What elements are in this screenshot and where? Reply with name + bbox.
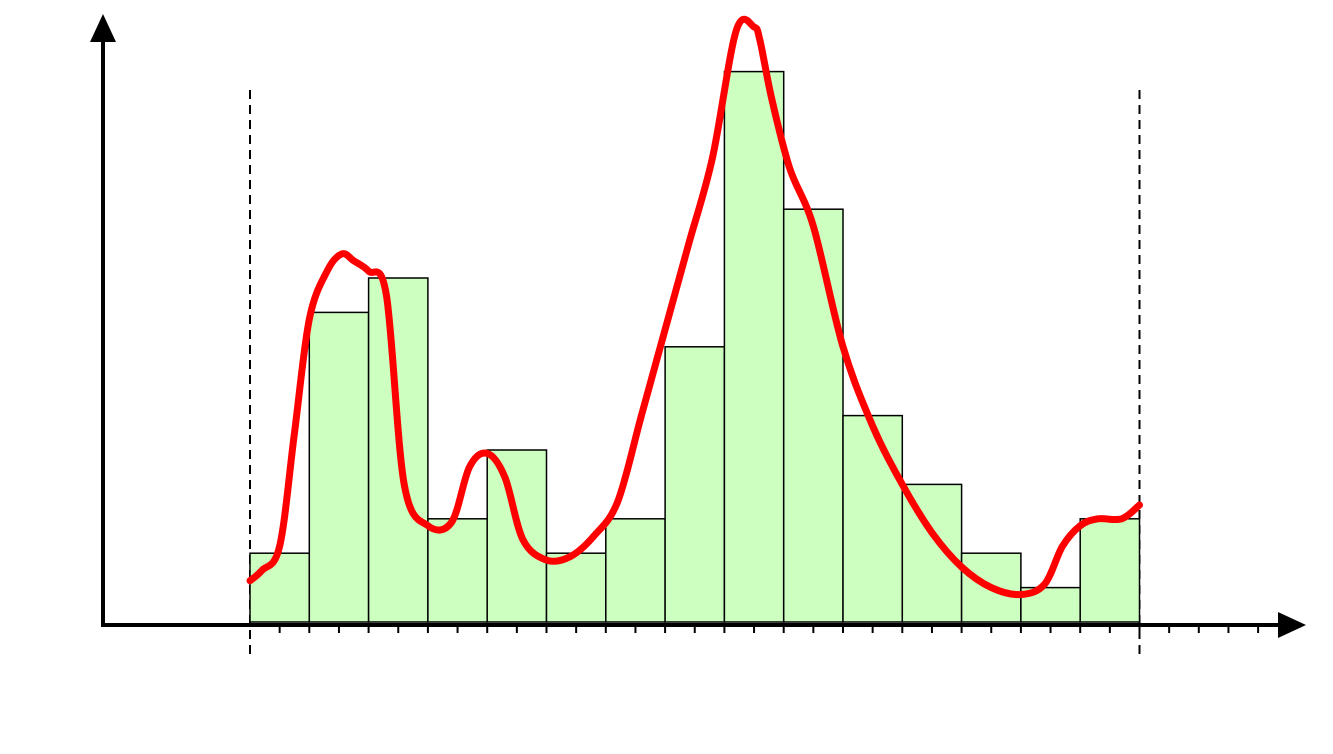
bar-8 — [664, 346, 726, 623]
density-curve — [246, 15, 1143, 599]
histogram-bars — [249, 70, 1141, 623]
bar-10 — [782, 208, 844, 623]
bar-4 — [427, 518, 488, 623]
bar-1 — [249, 552, 311, 623]
axes — [90, 14, 1306, 638]
bar-9 — [723, 70, 785, 623]
bar-3 — [367, 277, 429, 623]
x-axis-arrow — [1278, 612, 1306, 638]
bar-6 — [545, 552, 607, 623]
x-axis-ticks — [278, 624, 1260, 633]
bar-2 — [308, 311, 370, 623]
bar-15 — [1079, 518, 1141, 623]
y-axis-arrow — [90, 14, 116, 42]
bar-7 — [605, 518, 666, 623]
bar-5 — [486, 449, 548, 623]
bar-11 — [842, 414, 904, 623]
density-line — [246, 15, 1143, 599]
